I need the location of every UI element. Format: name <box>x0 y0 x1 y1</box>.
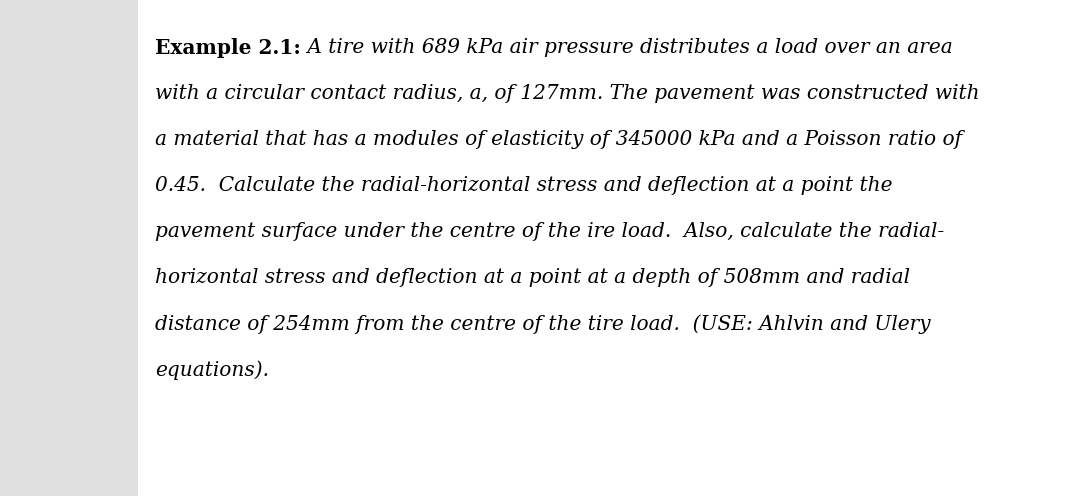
Bar <box>138 0 1080 496</box>
Text: Example 2.1:: Example 2.1: <box>156 38 301 58</box>
Text: A tire with 689 kPa air pressure distributes a load over an area: A tire with 689 kPa air pressure distrib… <box>301 38 953 57</box>
Text: a material that has a modules of elasticity of 345000 kPa and a Poisson ratio of: a material that has a modules of elastic… <box>156 130 962 149</box>
Text: distance of 254mm from the centre of the tire load.  (USE: Ahlvin and Ulery: distance of 254mm from the centre of the… <box>156 314 931 334</box>
Text: horizontal stress and deflection at a point at a depth of 508mm and radial: horizontal stress and deflection at a po… <box>156 268 910 287</box>
Text: with a circular contact radius, a, of 127mm. The pavement was constructed with: with a circular contact radius, a, of 12… <box>156 84 980 103</box>
Text: equations).: equations). <box>156 360 269 379</box>
Text: 0.45.  Calculate the radial-horizontal stress and deflection at a point the: 0.45. Calculate the radial-horizontal st… <box>156 176 892 195</box>
Text: pavement surface under the centre of the ire load.  Also, calculate the radial-: pavement surface under the centre of the… <box>156 222 944 241</box>
